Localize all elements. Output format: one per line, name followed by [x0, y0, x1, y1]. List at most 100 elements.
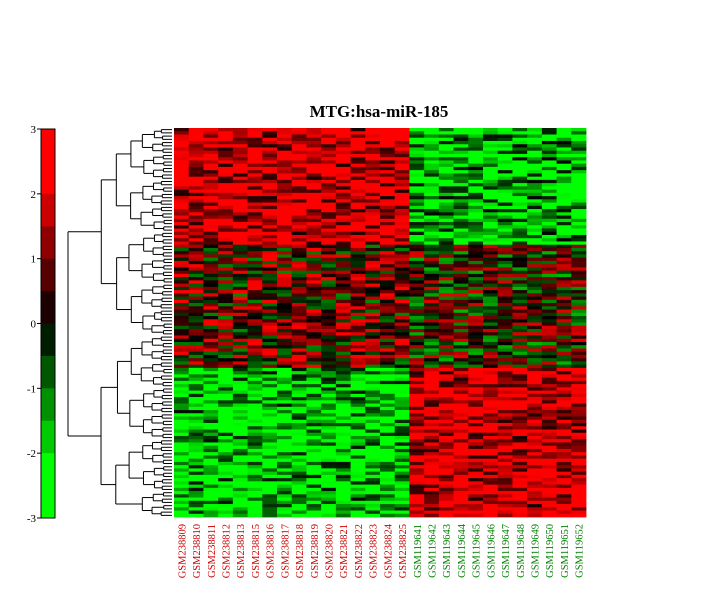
heatmap-cell — [174, 513, 190, 518]
heatmap-cell — [218, 484, 234, 489]
heatmap-cell — [306, 322, 322, 327]
heatmap-cell — [571, 286, 587, 291]
column-label: GSM119643 — [442, 524, 453, 578]
heatmap-cell — [203, 176, 219, 181]
heatmap-cell — [335, 410, 351, 414]
heatmap-cell — [306, 332, 322, 336]
heatmap-cell — [512, 319, 528, 323]
heatmap-cell — [277, 345, 293, 349]
heatmap-cell — [409, 202, 425, 207]
heatmap-cell — [424, 354, 440, 359]
heatmap-cell — [291, 212, 307, 216]
heatmap-cell — [483, 283, 499, 288]
heatmap-cell — [483, 435, 499, 440]
heatmap-cell — [232, 390, 248, 395]
heatmap-cell — [527, 209, 543, 213]
heatmap-cell — [394, 241, 410, 246]
heatmap-cell — [306, 384, 322, 388]
heatmap-cell — [571, 270, 587, 275]
heatmap-cell — [203, 335, 219, 340]
heatmap-cell — [262, 461, 278, 466]
heatmap-cell — [262, 293, 278, 297]
heatmap-cell — [541, 150, 557, 155]
heatmap-cell — [453, 244, 469, 249]
heatmap-cell — [541, 319, 557, 323]
heatmap-cell — [541, 273, 557, 278]
heatmap-cell — [306, 179, 322, 184]
heatmap-cell — [409, 474, 425, 479]
heatmap-cell — [424, 205, 440, 210]
heatmap-cell — [571, 338, 587, 343]
heatmap-cell — [453, 422, 469, 427]
heatmap-cell — [541, 309, 557, 314]
heatmap-cell — [306, 507, 322, 511]
heatmap-cell — [350, 179, 366, 184]
heatmap-cell — [394, 338, 410, 343]
heatmap-cell — [188, 325, 204, 330]
heatmap-cell — [453, 384, 469, 388]
heatmap-cell — [277, 400, 293, 404]
heatmap-cell — [556, 260, 572, 265]
heatmap-cell — [527, 150, 543, 155]
heatmap-cell — [306, 390, 322, 395]
heatmap-cell — [527, 306, 543, 310]
heatmap-cell — [306, 354, 322, 359]
heatmap-cell — [232, 358, 248, 362]
heatmap-cell — [247, 458, 263, 463]
heatmap-cell — [453, 500, 469, 505]
heatmap-cell — [556, 507, 572, 511]
heatmap-cell — [247, 247, 263, 252]
heatmap-cell — [541, 153, 557, 158]
heatmap-cell — [277, 361, 293, 366]
heatmap-cell — [453, 468, 469, 473]
heatmap-cell — [247, 257, 263, 262]
heatmap-cell — [350, 306, 366, 310]
heatmap-cell — [232, 192, 248, 197]
heatmap-cell — [174, 144, 190, 148]
heatmap-cell — [394, 264, 410, 268]
heatmap-cell — [380, 435, 396, 440]
heatmap-cell — [277, 254, 293, 259]
heatmap-cell — [203, 341, 219, 346]
heatmap-cell — [380, 442, 396, 447]
column-label: GSM238819 — [310, 524, 321, 578]
heatmap-cell — [453, 306, 469, 310]
heatmap-cell — [394, 280, 410, 284]
heatmap-cell — [306, 257, 322, 262]
heatmap-cell — [438, 410, 454, 414]
heatmap-cell — [483, 254, 499, 259]
heatmap-cell — [291, 176, 307, 181]
heatmap-cell — [424, 387, 440, 391]
heatmap-cell — [247, 166, 263, 171]
heatmap-cell — [497, 283, 513, 288]
heatmap-cell — [453, 319, 469, 323]
heatmap-cell — [438, 209, 454, 213]
heatmap-cell — [277, 128, 293, 132]
heatmap-cell — [497, 189, 513, 194]
heatmap-cell — [424, 238, 440, 242]
heatmap-cell — [232, 406, 248, 411]
heatmap-cell — [232, 306, 248, 310]
heatmap-cell — [571, 183, 587, 187]
heatmap-cell — [512, 452, 528, 456]
heatmap-cell — [527, 157, 543, 161]
heatmap-cell — [321, 416, 337, 421]
heatmap-cell — [556, 196, 572, 200]
heatmap-cell — [350, 335, 366, 340]
heatmap-cell — [306, 306, 322, 310]
heatmap-cell — [365, 487, 381, 492]
heatmap-cell — [409, 176, 425, 181]
heatmap-cell — [350, 128, 366, 132]
heatmap-cell — [409, 322, 425, 327]
heatmap-cell — [306, 196, 322, 200]
heatmap-cell — [188, 338, 204, 343]
heatmap-cell — [468, 377, 484, 382]
heatmap-cell — [188, 234, 204, 239]
heatmap-cell — [394, 351, 410, 356]
heatmap-cell — [571, 487, 587, 492]
heatmap-cell — [527, 299, 543, 304]
heatmap-cell — [350, 397, 366, 401]
heatmap-cell — [512, 183, 528, 187]
heatmap-cell — [262, 153, 278, 158]
heatmap-cell — [527, 215, 543, 220]
